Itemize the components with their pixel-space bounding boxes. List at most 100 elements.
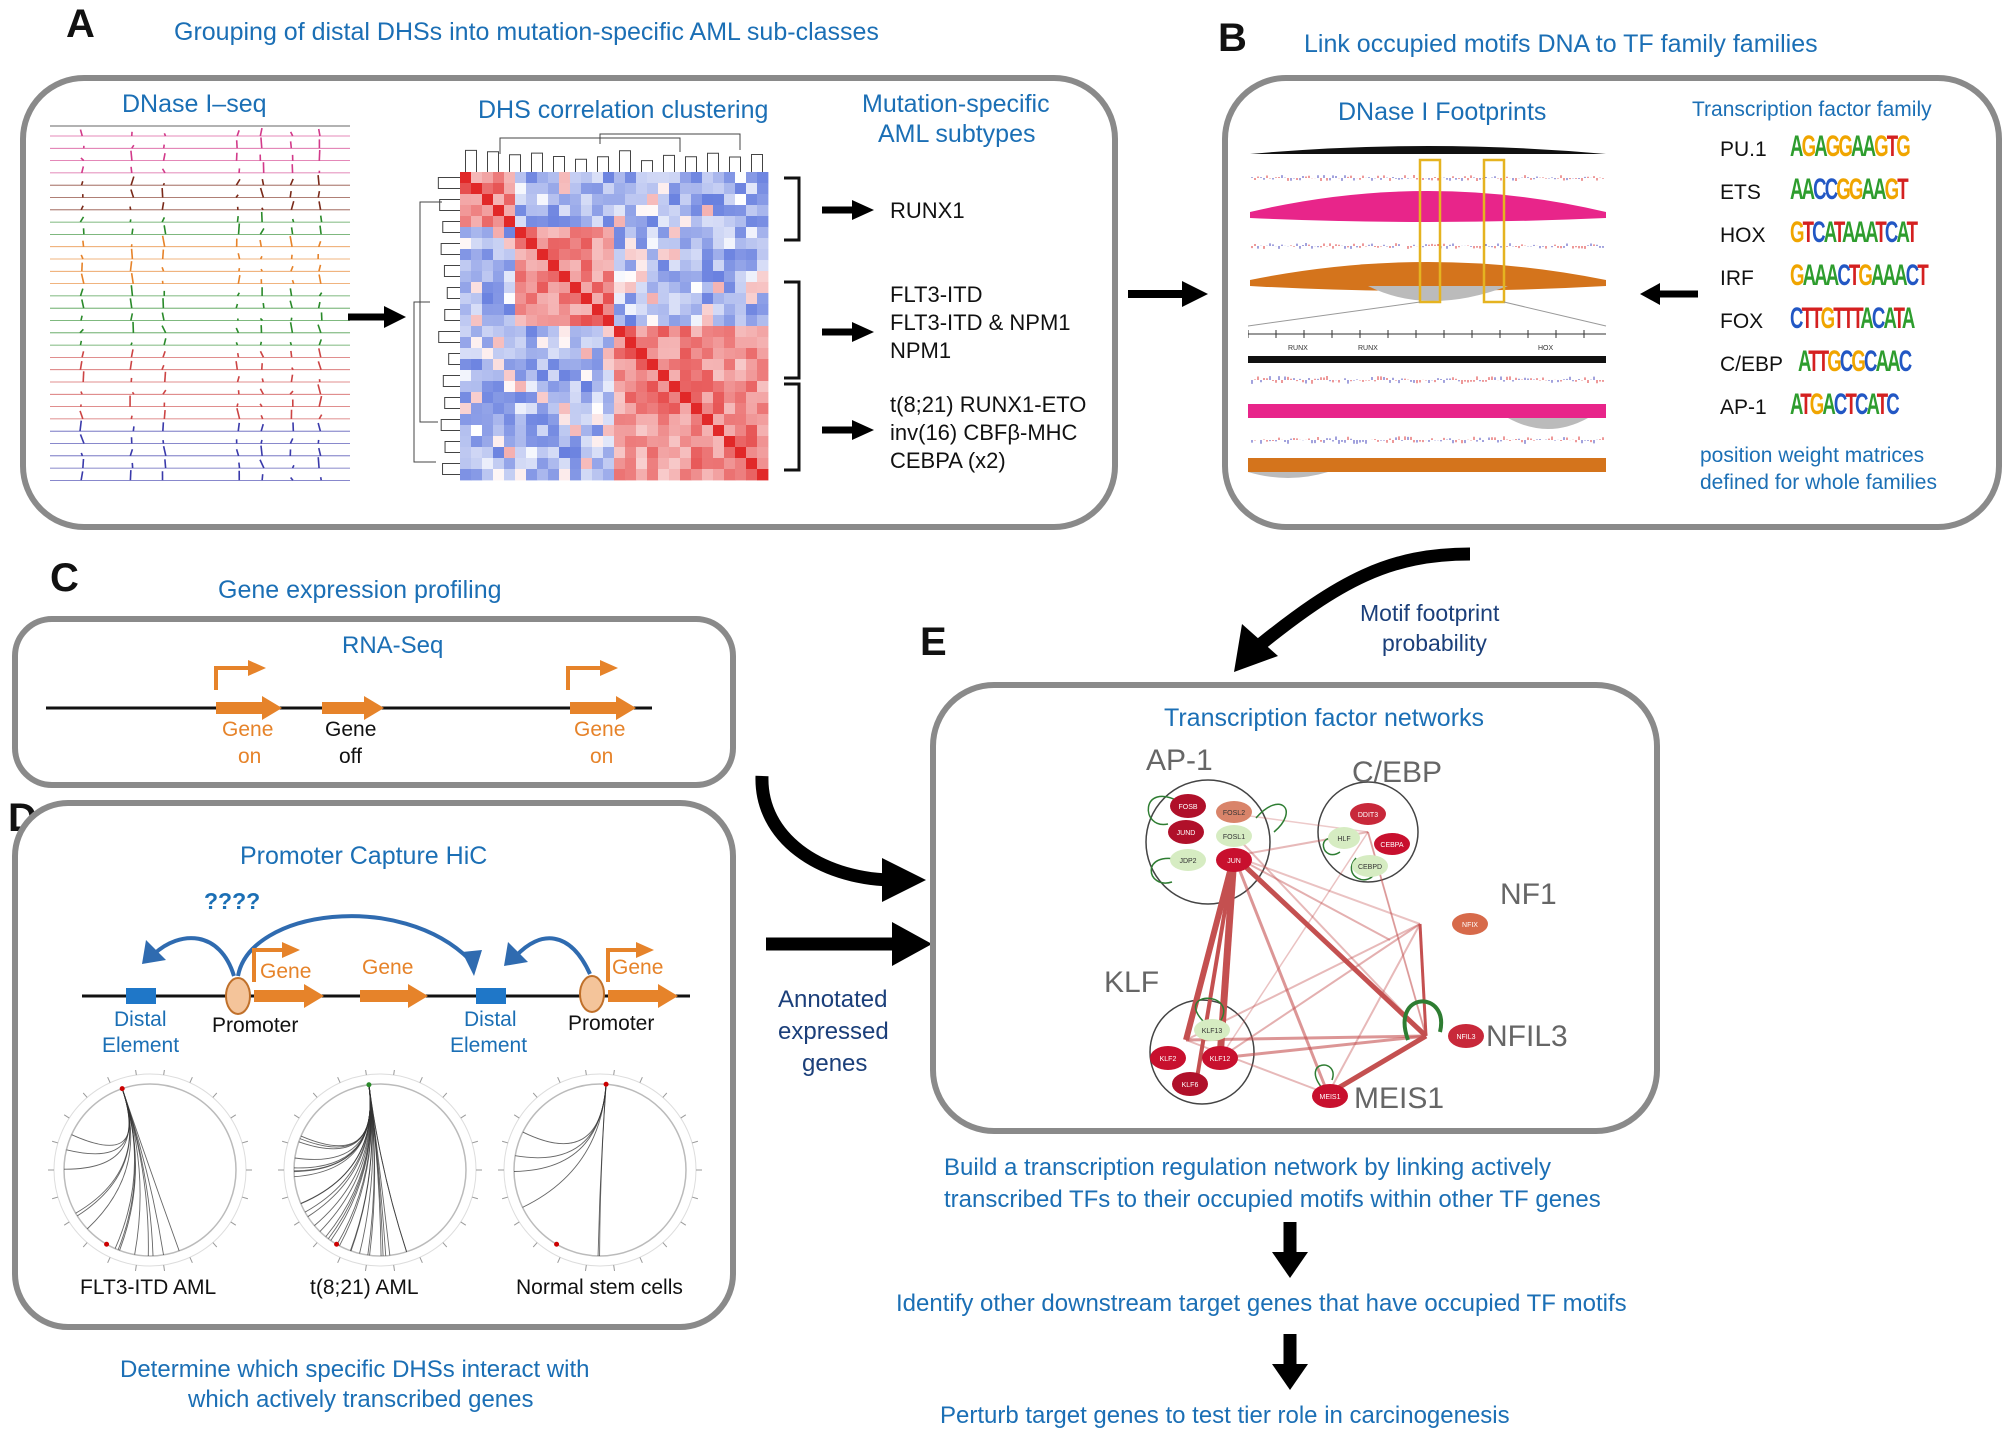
motif-logo-2: GTCATAAATCAT bbox=[1790, 216, 1918, 249]
circos-plots bbox=[48, 1070, 702, 1272]
arrow-a-to-b bbox=[1128, 281, 1208, 307]
arrow-d-to-e bbox=[766, 922, 932, 966]
motif-family-3: IRF bbox=[1720, 267, 1754, 290]
annot-1: Annotated bbox=[778, 986, 888, 1013]
node-hlf: HLF bbox=[1337, 836, 1350, 843]
arrow-b-to-e bbox=[1234, 547, 1471, 672]
gene-on-2-l2: on bbox=[590, 745, 614, 768]
node-meis1: MEIS1 bbox=[1319, 1094, 1340, 1101]
node-fosl1: FOSL1 bbox=[1223, 834, 1245, 841]
subtype-cebpa: CEBPA (x2) bbox=[890, 448, 1006, 473]
hic-title: Promoter Capture HiC bbox=[240, 842, 488, 870]
annot-2: expressed bbox=[778, 1018, 889, 1045]
subtype-npm1: NPM1 bbox=[890, 338, 952, 363]
motif-family-2: HOX bbox=[1720, 224, 1766, 247]
gene-on-1-l2: on bbox=[238, 745, 262, 768]
cluster-cebp: C/EBP bbox=[1352, 756, 1443, 789]
node-cebpd: CEBPD bbox=[1358, 864, 1382, 871]
hic-diagram bbox=[82, 914, 690, 1015]
cluster-nfil3: NFIL3 bbox=[1486, 1020, 1568, 1053]
subtypes-title-2: AML subtypes bbox=[878, 120, 1036, 148]
promoter-2: Promoter bbox=[568, 1012, 655, 1035]
node-jdp2: JDP2 bbox=[1179, 858, 1196, 865]
step3: Perturb target genes to test tier role i… bbox=[940, 1402, 1510, 1429]
gene-on-1-l1: Gene bbox=[222, 718, 274, 741]
subtypes-title-1: Mutation-specific bbox=[862, 90, 1050, 118]
step1-line1: Build a transcription regulation network… bbox=[944, 1154, 1551, 1181]
gene-off-l1: Gene bbox=[325, 718, 377, 741]
motif-logo-0: AGAGGAAGTG bbox=[1790, 130, 1911, 163]
distal-2-l1: Distal bbox=[464, 1008, 517, 1031]
motif-prob-1: Motif footprint bbox=[1360, 600, 1500, 626]
panel-b-letter: B bbox=[1218, 16, 1247, 60]
track-label-1: RUNX bbox=[1288, 345, 1308, 352]
pwm-note-1: position weight matrices bbox=[1700, 444, 1925, 467]
circos-label-2: t(8;21) AML bbox=[310, 1276, 419, 1299]
motif-family-5: C/EBP bbox=[1720, 353, 1784, 376]
arrow-step2-to-step3 bbox=[1272, 1334, 1308, 1390]
subtype-t821: t(8;21) RUNX1-ETO bbox=[890, 392, 1087, 417]
motif-family-0: PU.1 bbox=[1720, 138, 1767, 161]
subtype-runx1: RUNX1 bbox=[890, 198, 965, 223]
subtype-brackets bbox=[784, 176, 874, 472]
panel-e-box bbox=[930, 682, 1660, 1134]
cluster-nf1: NF1 bbox=[1500, 878, 1557, 911]
subtype-flt3-npm1: FLT3-ITD & NPM1 bbox=[890, 310, 1071, 335]
motif-family-6: AP-1 bbox=[1720, 396, 1767, 419]
arrow-motifs-to-footprints bbox=[1640, 283, 1698, 305]
panel-d-box bbox=[12, 800, 736, 1330]
motif-logo-6: ATGACTCATC bbox=[1790, 388, 1900, 421]
hic-gene-3: Gene bbox=[612, 956, 664, 979]
dnase-seq-title: DNase I–seq bbox=[122, 90, 267, 118]
motif-logo-3: GAAACTGAAACT bbox=[1790, 259, 1929, 292]
promoter-1: Promoter bbox=[212, 1014, 299, 1037]
distal-1-l1: Distal bbox=[114, 1008, 167, 1031]
panel-a-letter: A bbox=[66, 2, 95, 46]
motif-family-1: ETS bbox=[1720, 181, 1761, 204]
node-klf6: KLF6 bbox=[1182, 1082, 1199, 1089]
panel-b-box bbox=[1222, 75, 2002, 530]
panel-e-letter: E bbox=[920, 620, 947, 664]
motif-logo-1: AACCGGAAGT bbox=[1790, 173, 1909, 206]
cluster-ap1: AP-1 bbox=[1146, 744, 1213, 777]
cluster-meis1: MEIS1 bbox=[1354, 1082, 1445, 1115]
footprint-tracks: RUNX RUNX HOX bbox=[1248, 146, 1607, 478]
node-jund: JUND bbox=[1177, 830, 1196, 837]
pwm-note-2: defined for whole families bbox=[1700, 471, 1937, 494]
tf-network: FOSB FOSL2 JUND FOSL1 JDP2 JUN DDIT3 HLF… bbox=[1145, 779, 1488, 1108]
question-marks: ???? bbox=[204, 888, 261, 914]
node-fosb: FOSB bbox=[1178, 804, 1197, 811]
subtype-flt3: FLT3-ITD bbox=[890, 282, 983, 307]
tf-networks-title: Transcription factor networks bbox=[1164, 704, 1485, 732]
distal-1-l2: Element bbox=[102, 1034, 180, 1057]
hic-gene-2: Gene bbox=[362, 956, 414, 979]
gene-on-2-l1: Gene bbox=[574, 718, 626, 741]
node-fosl2: FOSL2 bbox=[1223, 810, 1245, 817]
rna-seq-title: RNA-Seq bbox=[342, 632, 444, 659]
cluster-title: DHS correlation clustering bbox=[478, 96, 769, 124]
node-cebpa: CEBPA bbox=[1380, 842, 1404, 849]
circos-label-1: FLT3-ITD AML bbox=[80, 1276, 217, 1299]
rna-seq-diagram bbox=[46, 660, 652, 720]
motif-logo-5: ATTGCGCAAC bbox=[1798, 345, 1912, 378]
step1-line2: transcribed TFs to their occupied motifs… bbox=[944, 1186, 1601, 1213]
circos-label-3: Normal stem cells bbox=[516, 1276, 683, 1299]
node-klf2: KLF2 bbox=[1160, 1056, 1177, 1063]
correlation-heatmap bbox=[413, 133, 769, 481]
panel-c-title: Gene expression profiling bbox=[218, 576, 502, 604]
motif-prob-2: probability bbox=[1382, 630, 1487, 656]
node-klf13: KLF13 bbox=[1202, 1028, 1223, 1035]
track-label-2: RUNX bbox=[1358, 345, 1378, 352]
panel-d-caption-2: which actively transcribed genes bbox=[188, 1386, 534, 1413]
gene-off-l2: off bbox=[339, 745, 362, 768]
distal-2-l2: Element bbox=[450, 1034, 528, 1057]
motif-family-4: FOX bbox=[1720, 310, 1764, 333]
tf-family-title: Transcription factor family bbox=[1692, 98, 1932, 121]
panel-c-letter: C bbox=[50, 556, 79, 600]
motif-logo-4: CTTGTTTACATA bbox=[1790, 302, 1915, 335]
footprints-title: DNase I Footprints bbox=[1338, 98, 1547, 126]
node-nfil3: NFIL3 bbox=[1456, 1034, 1475, 1041]
annot-3: genes bbox=[802, 1050, 868, 1077]
arrow-c-to-e bbox=[755, 775, 926, 902]
node-klf12: KLF12 bbox=[1210, 1056, 1231, 1063]
